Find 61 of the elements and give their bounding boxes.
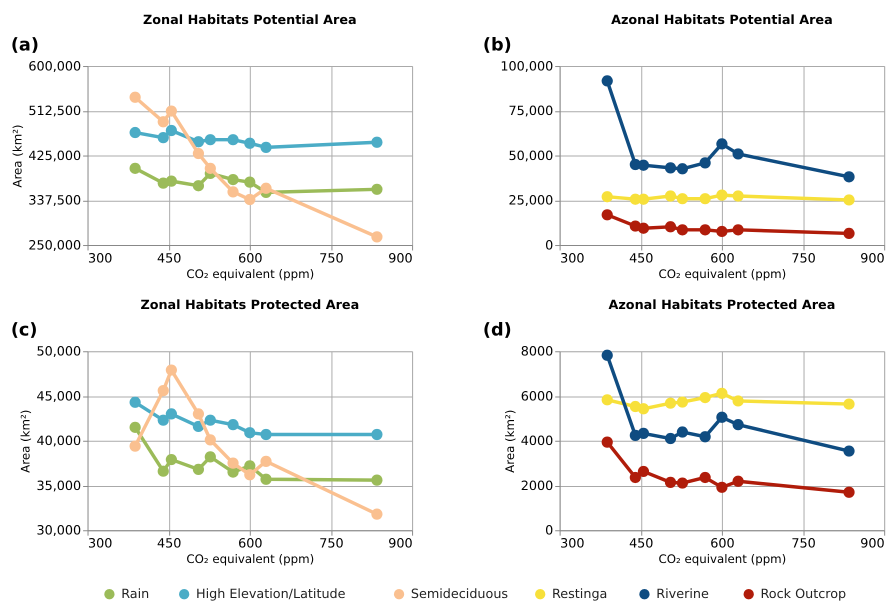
x-tick-label: 750 [791,536,816,552]
legend-label: High Elevation/Latitude [196,587,346,602]
y-tick-label: 6000 [520,389,554,404]
y-tick-label: 512,500 [28,104,82,120]
x-tick-label: 600 [710,251,735,266]
y-tick-label: 25,000 [508,194,554,209]
x-axis-title: CO₂ equivalent (ppm) [186,552,314,566]
x-tick-label: 600 [238,536,262,552]
y-tick-label: 425,000 [28,148,82,164]
chart-title: Azonal Habitats Potential Area [611,12,833,28]
legend-label: Semideciduous [410,587,508,602]
y-tick-label: 600,000 [28,59,82,74]
x-tick-label: 450 [629,536,654,552]
legend-label: Riverine [656,587,709,602]
x-tick-label: 300 [560,251,584,266]
y-tick-label: 0 [545,524,554,539]
x-tick-label: 900 [860,536,885,552]
y-tick-label: 45,000 [36,389,82,404]
x-tick-label: 750 [319,536,344,552]
legend-label: Restinga [552,587,608,602]
x-tick-label: 900 [860,251,885,266]
x-tick-label: 750 [791,251,816,266]
x-tick-label: 300 [88,536,112,552]
y-tick-label: 0 [545,238,554,254]
y-tick-label: 337,500 [28,194,82,209]
chart-title: Zonal Habitats Potential Area [143,12,357,28]
x-tick-label: 600 [710,536,735,552]
y-tick-label: 250,000 [28,238,82,254]
y-tick-label: 100,000 [500,59,554,74]
y-tick-label: 75,000 [508,104,554,120]
y-tick-label: 40,000 [36,434,82,450]
text: (c) [10,320,38,341]
y-tick-label: 4000 [520,434,554,450]
chart-title: Azonal Habitats Protected Area [608,298,836,313]
y-tick-label: 2000 [520,478,554,494]
x-tick-label: 450 [629,251,654,266]
y-axis-title: Area (km²) [18,410,33,473]
x-axis-title: CO₂ equivalent (ppm) [658,552,786,566]
chart-title: Zonal Habitats Protected Area [140,298,360,313]
x-tick-label: 450 [156,536,182,552]
text: (a) [10,35,39,56]
y-axis-title: Area (km²) [10,124,24,188]
legend-label: Rain [121,587,150,602]
x-tick-label: 450 [156,251,182,266]
x-tick-label: 600 [238,251,262,266]
y-tick-label: 35,000 [36,478,82,494]
x-axis-title: CO₂ equivalent (ppm) [186,266,314,281]
text: (b) [482,35,512,56]
y-axis-title: Area (km²) [502,410,517,473]
text: (d) [482,320,512,341]
y-tick-label: 30,000 [36,524,82,539]
x-tick-label: 750 [319,251,344,266]
x-tick-label: 300 [560,536,584,552]
y-tick-label: 50,000 [508,148,554,164]
x-axis-title: CO₂ equivalent (ppm) [658,266,786,281]
x-tick-label: 900 [388,536,413,552]
x-tick-label: 900 [388,251,413,266]
x-tick-label: 300 [88,251,112,266]
y-tick-label: 50,000 [36,344,82,360]
legend-label: Rock Outcrop [760,587,846,602]
y-tick-label: 8000 [520,344,554,360]
